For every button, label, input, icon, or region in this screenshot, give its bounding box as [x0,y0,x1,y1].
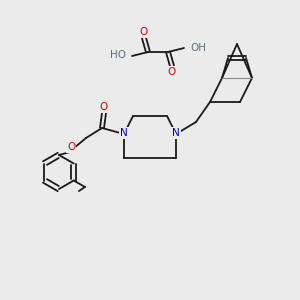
Text: O: O [67,142,75,152]
Text: N: N [172,128,180,138]
Text: O: O [100,102,108,112]
Text: OH: OH [190,43,206,53]
Text: O: O [140,27,148,37]
Text: N: N [120,128,128,138]
Text: HO: HO [110,50,126,60]
Text: O: O [168,67,176,77]
